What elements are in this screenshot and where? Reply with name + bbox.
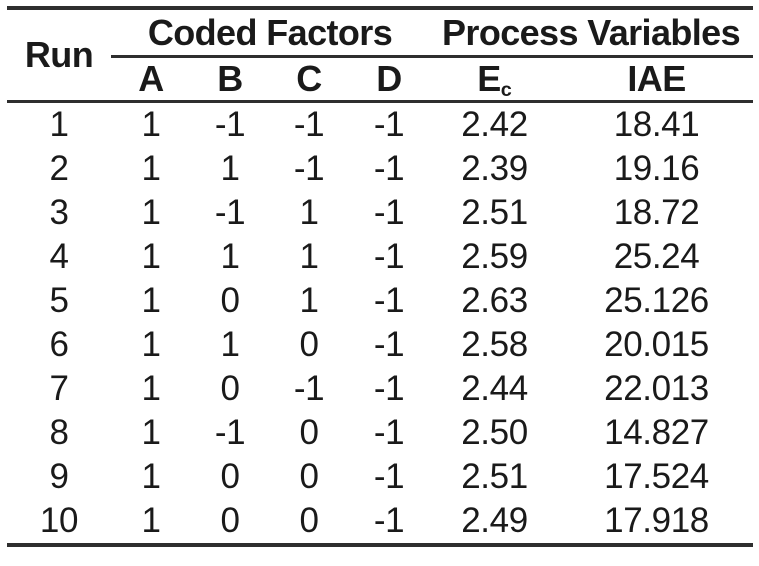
doe-results-table-wrap: Run Coded Factors Process Variables A B …: [7, 6, 754, 547]
table-cell: 1: [220, 325, 240, 364]
table-cell: 1: [141, 369, 161, 408]
table-cell: 25.24: [613, 237, 700, 276]
table-cell: 2.44: [461, 369, 528, 408]
table-cell: 2.50: [461, 413, 528, 452]
table-cell: 0: [220, 369, 240, 408]
table-cell: 1: [220, 149, 240, 188]
column-header-a: A: [111, 56, 191, 103]
column-header-b: B: [191, 56, 269, 103]
table-body: 1 1 -1 -1 -1 2.42 18.41 2 1 1 -1 -1 2.39 19.16 3 1 -1 1 -1…: [7, 102, 753, 546]
table-cell: -1: [373, 149, 405, 188]
table-cell: -1: [373, 501, 405, 540]
table-cell: 1: [299, 281, 319, 320]
run-number-cell: 10: [39, 501, 79, 540]
ec-base: E: [477, 58, 501, 99]
column-header-row: A B C D Ec IAE: [7, 56, 754, 103]
table-cell: -1: [214, 105, 246, 144]
table-cell: 0: [299, 413, 319, 452]
table-row: 1 1 -1 -1 -1 2.42 18.41: [7, 102, 753, 148]
column-header-c: C: [269, 56, 349, 103]
table-cell: -1: [373, 457, 405, 496]
table-cell: 1: [141, 105, 161, 144]
table-cell: -1: [373, 369, 405, 408]
table-cell: -1: [373, 105, 405, 144]
table-cell: 1: [141, 281, 161, 320]
ec-subscript: c: [500, 78, 512, 101]
table-cell: 2.63: [461, 281, 528, 320]
table-row: 3 1 -1 1 -1 2.51 18.72: [7, 191, 753, 235]
table-cell: 1: [141, 457, 161, 496]
table-cell: 0: [299, 457, 319, 496]
table-cell: 19.16: [613, 149, 700, 188]
table-cell: 17.918: [604, 501, 709, 540]
table-row: 8 1 -1 0 -1 2.50 14.827: [7, 411, 753, 455]
column-header-ec: Ec: [429, 56, 560, 103]
table-cell: 1: [141, 413, 161, 452]
table-cell: 2.42: [461, 105, 528, 144]
run-number-cell: 9: [49, 457, 69, 496]
table-row: 10 1 0 0 -1 2.49 17.918: [7, 499, 753, 545]
table-cell: 1: [299, 193, 319, 232]
run-number-cell: 1: [49, 105, 69, 144]
run-number-cell: 8: [49, 413, 69, 452]
table-cell: 2.51: [461, 193, 528, 232]
table-cell: 1: [141, 237, 161, 276]
run-number-cell: 4: [49, 237, 69, 276]
doe-results-table: Run Coded Factors Process Variables A B …: [7, 6, 754, 547]
process-variables-group-header: Process Variables: [429, 8, 754, 58]
table-cell: 2.49: [461, 501, 528, 540]
table-cell: -1: [373, 193, 405, 232]
table-cell: -1: [293, 105, 325, 144]
coded-factors-group-header: Coded Factors: [111, 8, 429, 58]
table-cell: 1: [141, 501, 161, 540]
table-cell: 14.827: [604, 413, 709, 452]
table-header: Run Coded Factors Process Variables A B …: [7, 8, 754, 103]
run-number-cell: 7: [49, 369, 69, 408]
table-cell: 2.58: [461, 325, 528, 364]
table-cell: -1: [373, 325, 405, 364]
table-cell: 22.013: [604, 369, 709, 408]
run-number-cell: 6: [49, 325, 69, 364]
table-cell: 1: [141, 325, 161, 364]
table-cell: 0: [220, 501, 240, 540]
table-cell: -1: [293, 149, 325, 188]
table-cell: -1: [373, 281, 405, 320]
table-cell: 18.72: [613, 193, 700, 232]
table-cell: 1: [220, 237, 240, 276]
table-cell: -1: [373, 237, 405, 276]
run-number-cell: 3: [49, 193, 69, 232]
table-cell: 2.51: [461, 457, 528, 496]
table-cell: -1: [293, 369, 325, 408]
table-cell: -1: [214, 193, 246, 232]
column-header-iae: IAE: [560, 56, 754, 103]
table-cell: 1: [299, 237, 319, 276]
table-cell: -1: [214, 413, 246, 452]
table-cell: 17.524: [604, 457, 709, 496]
table-cell: 0: [299, 501, 319, 540]
table-cell: 0: [220, 281, 240, 320]
group-header-row: Run Coded Factors Process Variables: [7, 8, 754, 103]
run-number-cell: 5: [49, 281, 69, 320]
table-cell: 2.59: [461, 237, 528, 276]
run-column-header: Run: [7, 8, 111, 103]
table-cell: 2.39: [461, 149, 528, 188]
table-row: 4 1 1 1 -1 2.59 25.24: [7, 235, 753, 279]
run-number-cell: 2: [49, 149, 69, 188]
table-cell: 18.41: [613, 105, 700, 144]
table-cell: 1: [141, 193, 161, 232]
table-cell: 0: [299, 325, 319, 364]
table-cell: 20.015: [604, 325, 709, 364]
table-row: 9 1 0 0 -1 2.51 17.524: [7, 455, 753, 499]
column-header-d: D: [349, 56, 429, 103]
table-cell: -1: [373, 413, 405, 452]
table-row: 2 1 1 -1 -1 2.39 19.16: [7, 147, 753, 191]
table-row: 6 1 1 0 -1 2.58 20.015: [7, 323, 753, 367]
table-cell: 0: [220, 457, 240, 496]
table-row: 5 1 0 1 -1 2.63 25.126: [7, 279, 753, 323]
table-cell: 25.126: [604, 281, 709, 320]
table-row: 7 1 0 -1 -1 2.44 22.013: [7, 367, 753, 411]
table-cell: 1: [141, 149, 161, 188]
